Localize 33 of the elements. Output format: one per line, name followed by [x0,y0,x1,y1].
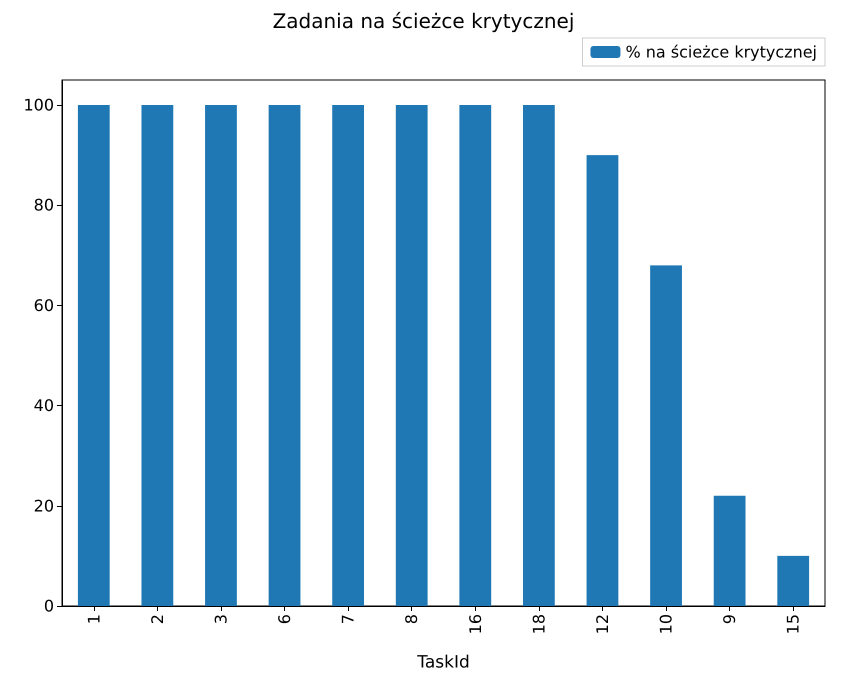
bar [396,105,428,606]
bar [586,155,618,606]
y-tick-label: 20 [34,496,54,516]
bar [205,105,237,606]
y-tick-label: 100 [23,96,54,115]
bar [332,105,364,606]
x-tick-label: 3 [211,614,230,624]
y-tick-label: 80 [34,196,54,215]
x-tick-label: 2 [148,614,167,624]
bar [777,556,810,606]
y-tick-label: 60 [34,296,54,315]
x-tick-label: 8 [402,614,422,624]
x-tick-label: 7 [338,614,358,624]
x-tick-label: 16 [466,614,485,634]
bar [141,105,174,606]
x-tick-label: 12 [592,614,612,634]
x-tick-label: 18 [529,614,548,634]
bar [459,105,492,606]
x-tick-label: 10 [656,614,676,634]
x-tick-label: 9 [720,614,740,624]
y-tick-label: 40 [34,396,54,416]
x-tick-label: 1 [84,614,104,624]
bar [268,105,300,606]
chart-title: Zadania na ścieżce krytycznej [272,9,574,33]
x-tick-label: 6 [275,614,294,624]
bar [78,105,110,606]
y-tick-label: 0 [44,596,54,616]
x-axis-title: TaskId [416,652,470,672]
x-tick-label: 15 [784,614,803,634]
bar [650,265,682,606]
bar [522,105,555,606]
legend-label: % na ścieżce krytycznej [625,42,817,62]
bar [714,496,746,606]
